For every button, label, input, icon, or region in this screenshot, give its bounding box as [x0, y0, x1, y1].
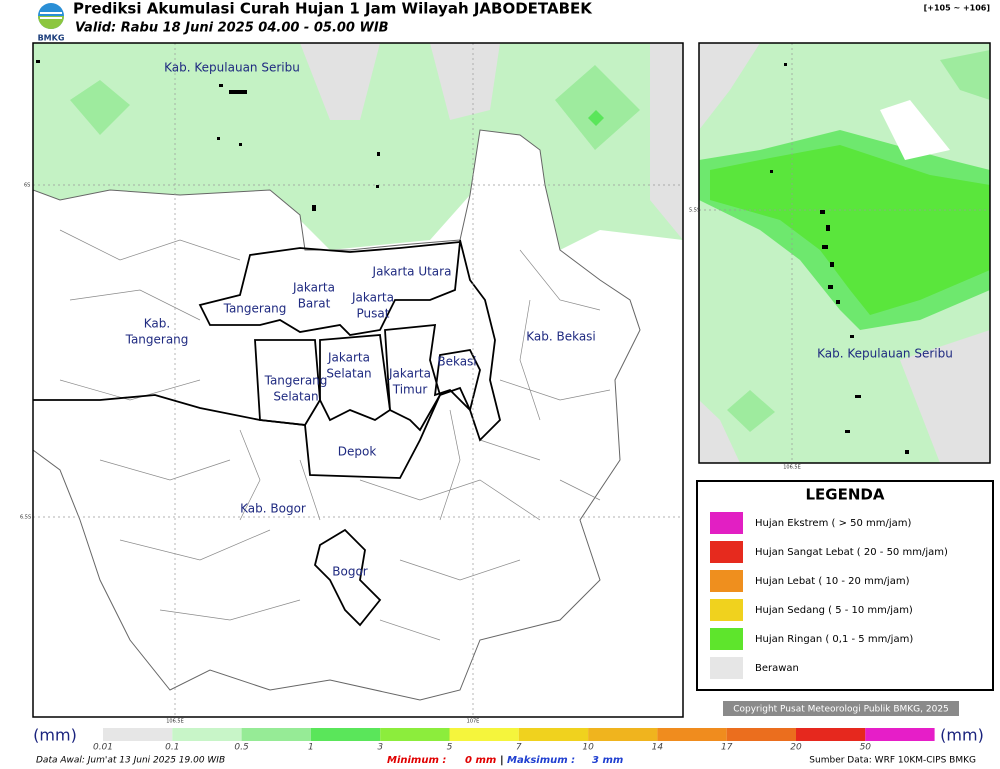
grid-label: 6.5S — [20, 515, 31, 521]
legend-swatch — [710, 657, 743, 679]
colorbar-segment — [241, 728, 311, 741]
colorbar-label: 20 — [790, 743, 802, 753]
region-label: Timur — [392, 383, 428, 397]
minimum-value: 0 mm — [465, 755, 496, 766]
region-label: Barat — [298, 297, 331, 311]
title: Prediksi Akumulasi Curah Hujan 1 Jam Wil… — [73, 0, 593, 18]
colorbar-segment — [518, 728, 589, 741]
legend-items: Hujan Ekstrem ( > 50 mm/jam) Hujan Sangat… — [710, 512, 948, 679]
inset-grid-label: 5.5S — [689, 208, 700, 214]
region-label: Jakarta — [327, 351, 370, 365]
colorbar-unit: (mm) — [33, 726, 77, 745]
colorbar-segment — [865, 728, 935, 741]
legend-label: Berawan — [755, 663, 799, 674]
legend-swatch — [710, 599, 743, 621]
grid-label: 107E — [467, 719, 480, 725]
region-label: Jakarta — [351, 291, 394, 305]
region-label: Tangerang — [223, 302, 287, 316]
colorbar-segment — [380, 728, 450, 741]
data-initial: Data Awal: Jum'at 13 Juni 2025 19.00 WIB — [36, 756, 225, 766]
coords: [+105 ~ +106] — [924, 4, 990, 13]
copyright: Copyright Pusat Meteorologi Publik BMKG,… — [733, 705, 949, 715]
colorbar-segment — [310, 728, 381, 741]
maximum-label: Maksimum : — [507, 755, 575, 766]
maximum-value: 3 mm — [592, 755, 623, 766]
grid-label: 6S — [24, 183, 30, 189]
region-label: Jakarta — [388, 367, 431, 381]
colorbar-segment — [172, 728, 242, 741]
region-label: Jakarta Utara — [372, 265, 452, 279]
grid-label: 106.5E — [166, 719, 183, 725]
region-label: Jakarta — [292, 281, 335, 295]
colorbar-label: 50 — [860, 743, 872, 753]
legend-label: Hujan Sedang ( 5 - 10 mm/jam) — [755, 605, 913, 616]
minimum-label: Minimum : — [387, 755, 446, 766]
region-label: Selatan — [326, 367, 371, 381]
main-map — [32, 42, 684, 718]
colorbar-label: 5 — [447, 743, 453, 753]
legend-label: Hujan Sangat Lebat ( 20 - 50 mm/jam) — [755, 547, 948, 558]
legend-label: Hujan Ekstrem ( > 50 mm/jam) — [755, 518, 912, 529]
colorbar: 0.01 0.1 0.5 1 3 5 7 10 14 17 20 50 — [93, 728, 935, 753]
region-label: Depok — [338, 445, 377, 459]
region-label: Bekasi — [437, 355, 476, 369]
region-label: Selatan — [273, 390, 318, 404]
colorbar-segment — [726, 728, 796, 741]
colorbar-label: 7 — [516, 743, 522, 753]
legend-title: LEGENDA — [806, 486, 885, 504]
colorbar-segment — [103, 728, 173, 741]
colorbar-segment — [588, 728, 658, 741]
logo-text: BMKG — [38, 34, 65, 43]
region-label: Kab. — [144, 317, 170, 331]
colorbar-label: 0.5 — [234, 743, 249, 753]
bmkg-logo — [38, 3, 64, 29]
legend-label: Hujan Ringan ( 0,1 - 5 mm/jam) — [755, 634, 913, 645]
legend-swatch — [710, 541, 743, 563]
region-label: Kab. Kepulauan Seribu — [164, 61, 300, 75]
data-source: Sumber Data: WRF 10KM-CIPS BMKG — [809, 756, 976, 766]
region-label: Tangerang — [125, 333, 189, 347]
inset-map — [698, 42, 991, 464]
region-label: Kab. Bekasi — [526, 330, 596, 344]
legend-label: Hujan Lebat ( 10 - 20 mm/jam) — [755, 576, 910, 587]
legend-swatch — [710, 628, 743, 650]
valid-time: Valid: Rabu 18 Juni 2025 04.00 - 05.00 W… — [75, 21, 389, 36]
colorbar-label: 17 — [721, 743, 733, 753]
region-label: Pusat — [357, 307, 390, 321]
colorbar-segment — [657, 728, 727, 741]
colorbar-label: 0.01 — [93, 743, 113, 753]
legend-swatch — [710, 570, 743, 592]
region-label: Bogor — [332, 565, 368, 579]
colorbar-segment — [449, 728, 519, 741]
colorbar-label: 10 — [582, 743, 594, 753]
separator: | — [500, 755, 504, 766]
copyright-bg — [723, 701, 959, 716]
inset-grid-label: 106.5E — [783, 465, 800, 471]
legend-box — [696, 480, 994, 691]
colorbar-label: 14 — [652, 743, 664, 753]
colorbar-segment — [796, 728, 866, 741]
inset-label: Kab. Kepulauan Seribu — [817, 347, 953, 361]
region-label: Kab. Bogor — [240, 502, 306, 516]
region-label: Tangerang — [264, 374, 328, 388]
legend-swatch — [710, 512, 743, 534]
colorbar-label: 0.1 — [165, 743, 179, 753]
colorbar-label: 1 — [308, 743, 314, 753]
colorbar-unit: (mm) — [940, 726, 984, 745]
colorbar-label: 3 — [377, 743, 383, 753]
